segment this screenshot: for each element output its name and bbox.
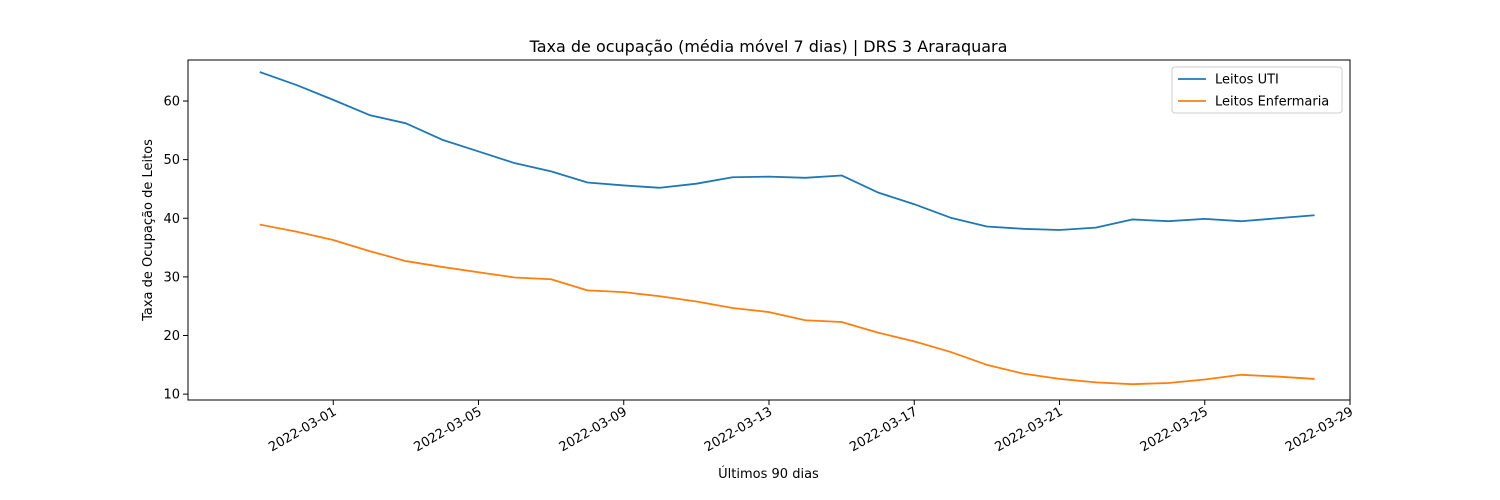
series-group: [259, 71, 1315, 386]
legend-label: Leitos UTI: [1215, 73, 1279, 88]
chart-title: Taxa de ocupação (média móvel 7 dias) | …: [529, 37, 1008, 56]
y-tick-label: 20: [163, 329, 180, 344]
legend: Leitos UTI Leitos Enfermaria: [1171, 66, 1343, 114]
y-tick-label: 40: [163, 212, 180, 227]
y-tick-label: 60: [163, 95, 180, 110]
series-line-leitos-uti: [259, 71, 1315, 231]
x-axis-label: Últimos 90 dias: [718, 466, 819, 482]
legend-label: Leitos Enfermaria: [1215, 95, 1329, 110]
y-axis-label: Taxa de Ocupação de Leitos: [141, 139, 156, 322]
y-axis: 10 20 30 40 50 60: [163, 95, 188, 403]
y-tick-label: 10: [163, 388, 180, 403]
series-line-leitos-enfermaria: [259, 223, 1315, 386]
y-tick-label: 50: [163, 153, 180, 168]
y-tick-label: 30: [163, 270, 180, 285]
legend-box: [1171, 66, 1343, 114]
